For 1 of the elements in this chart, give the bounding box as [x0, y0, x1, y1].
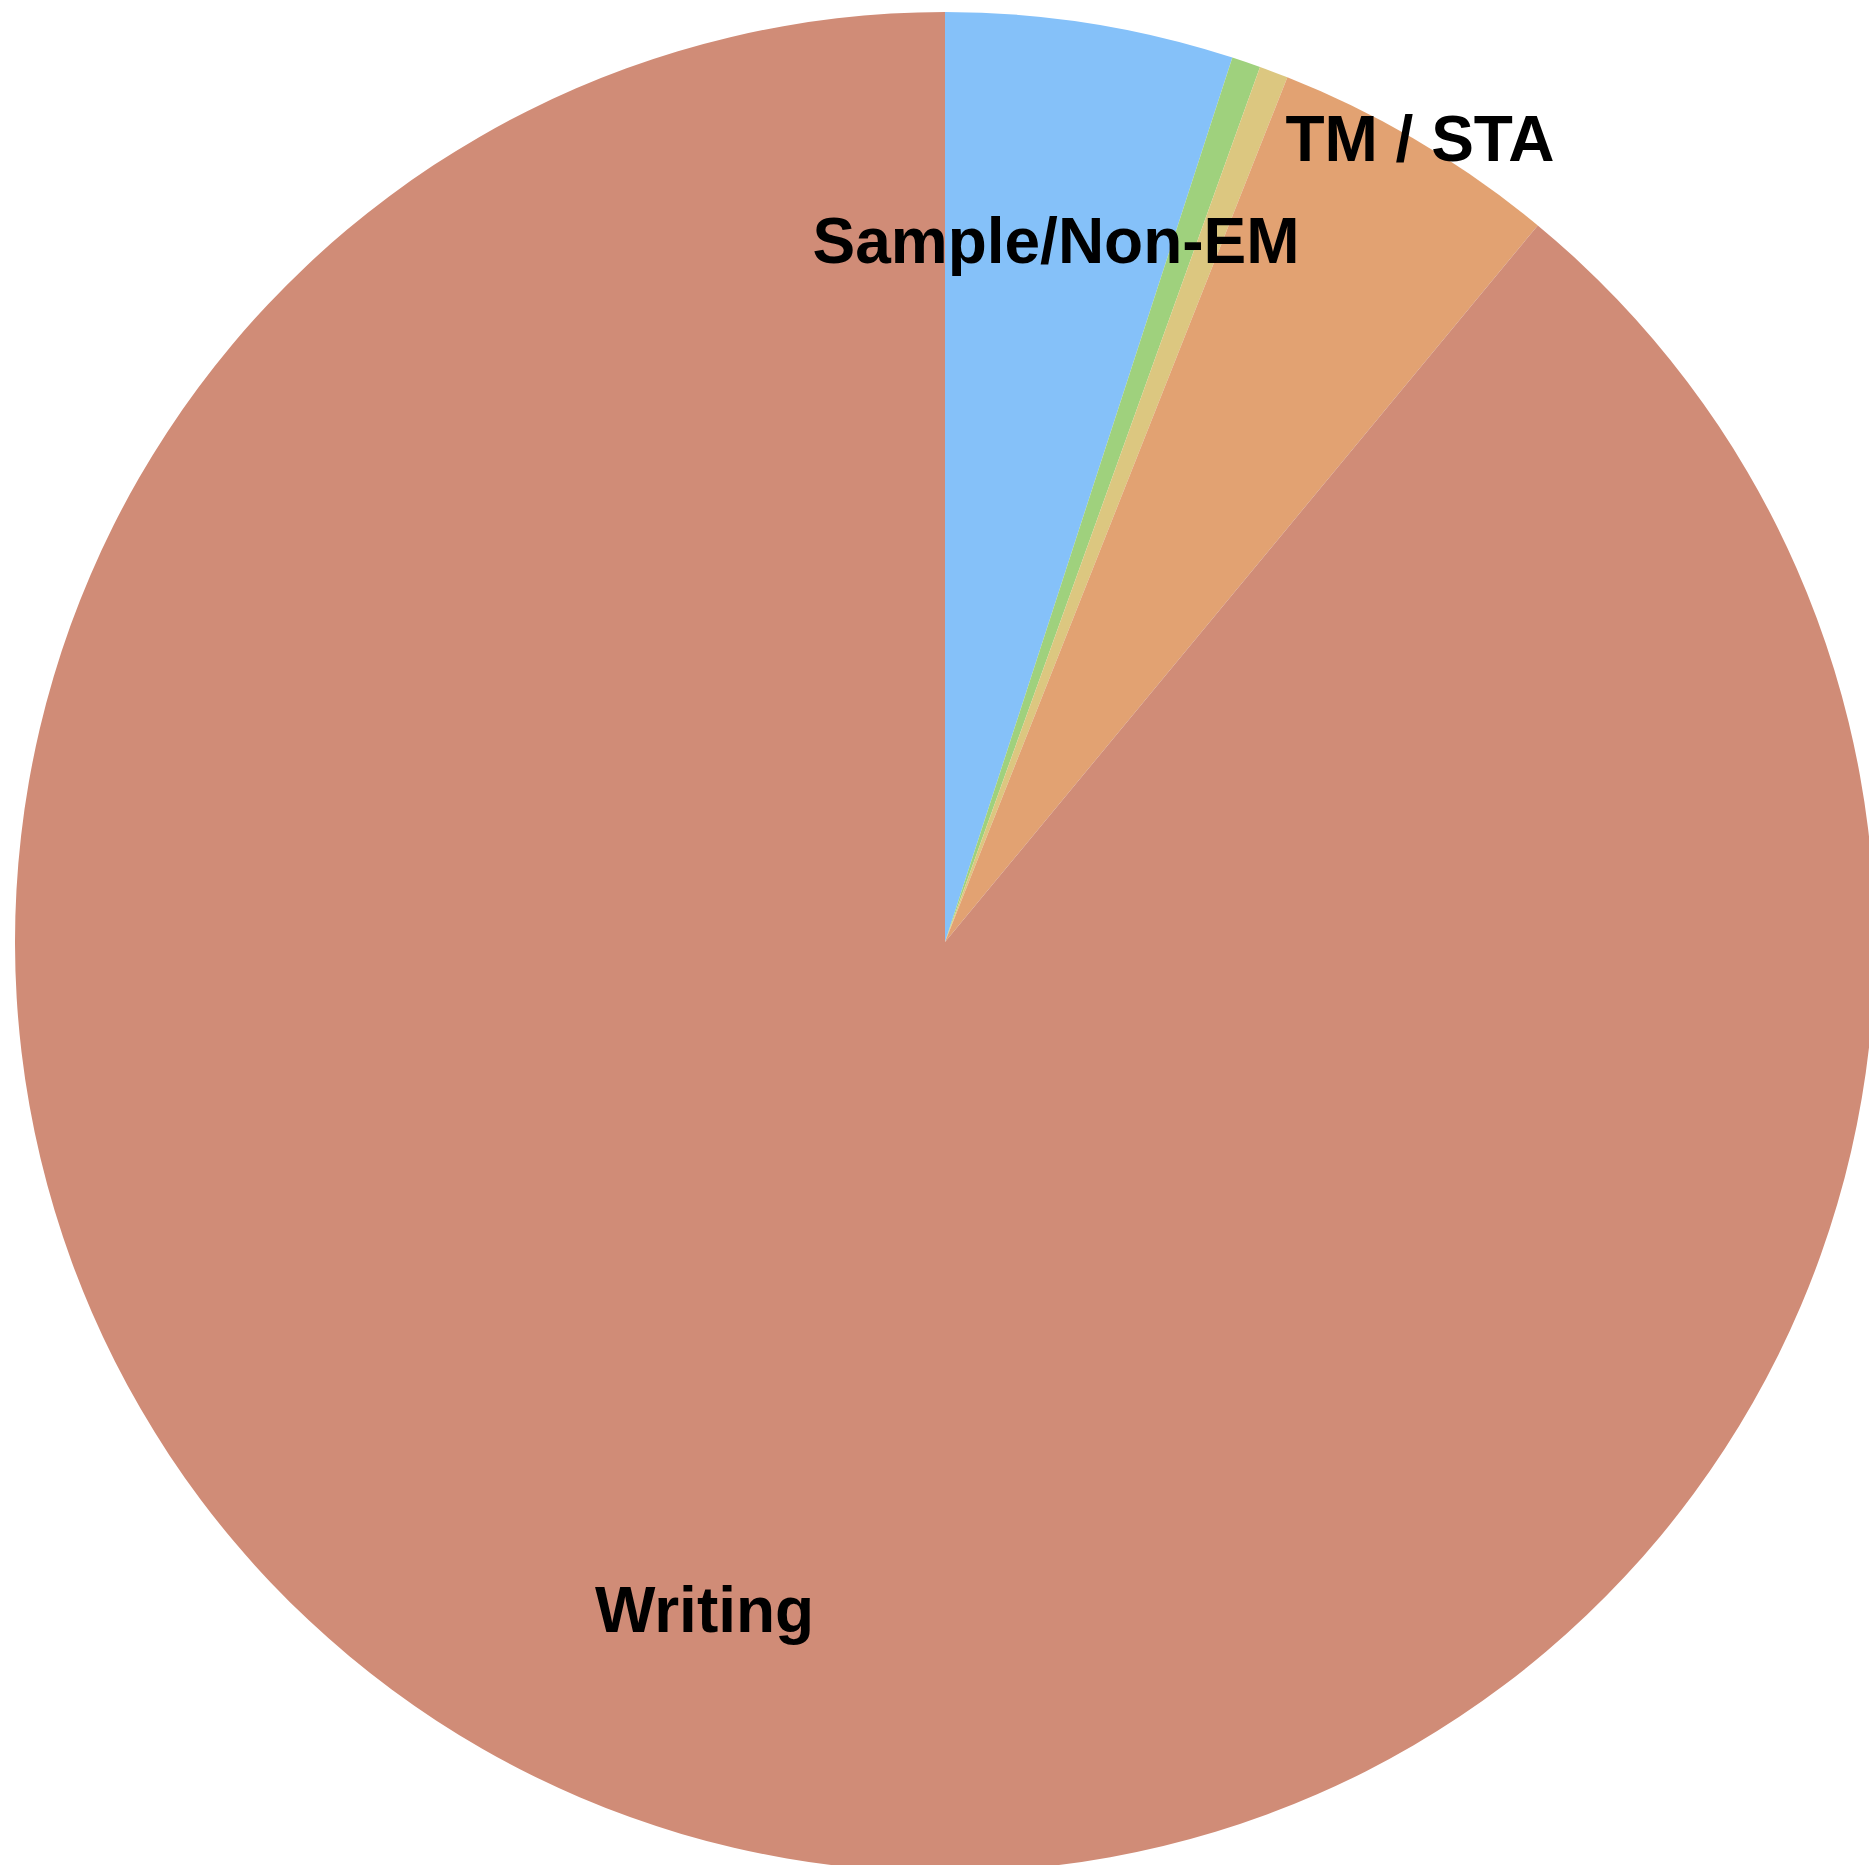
slice-label: Writing [594, 1573, 815, 1646]
